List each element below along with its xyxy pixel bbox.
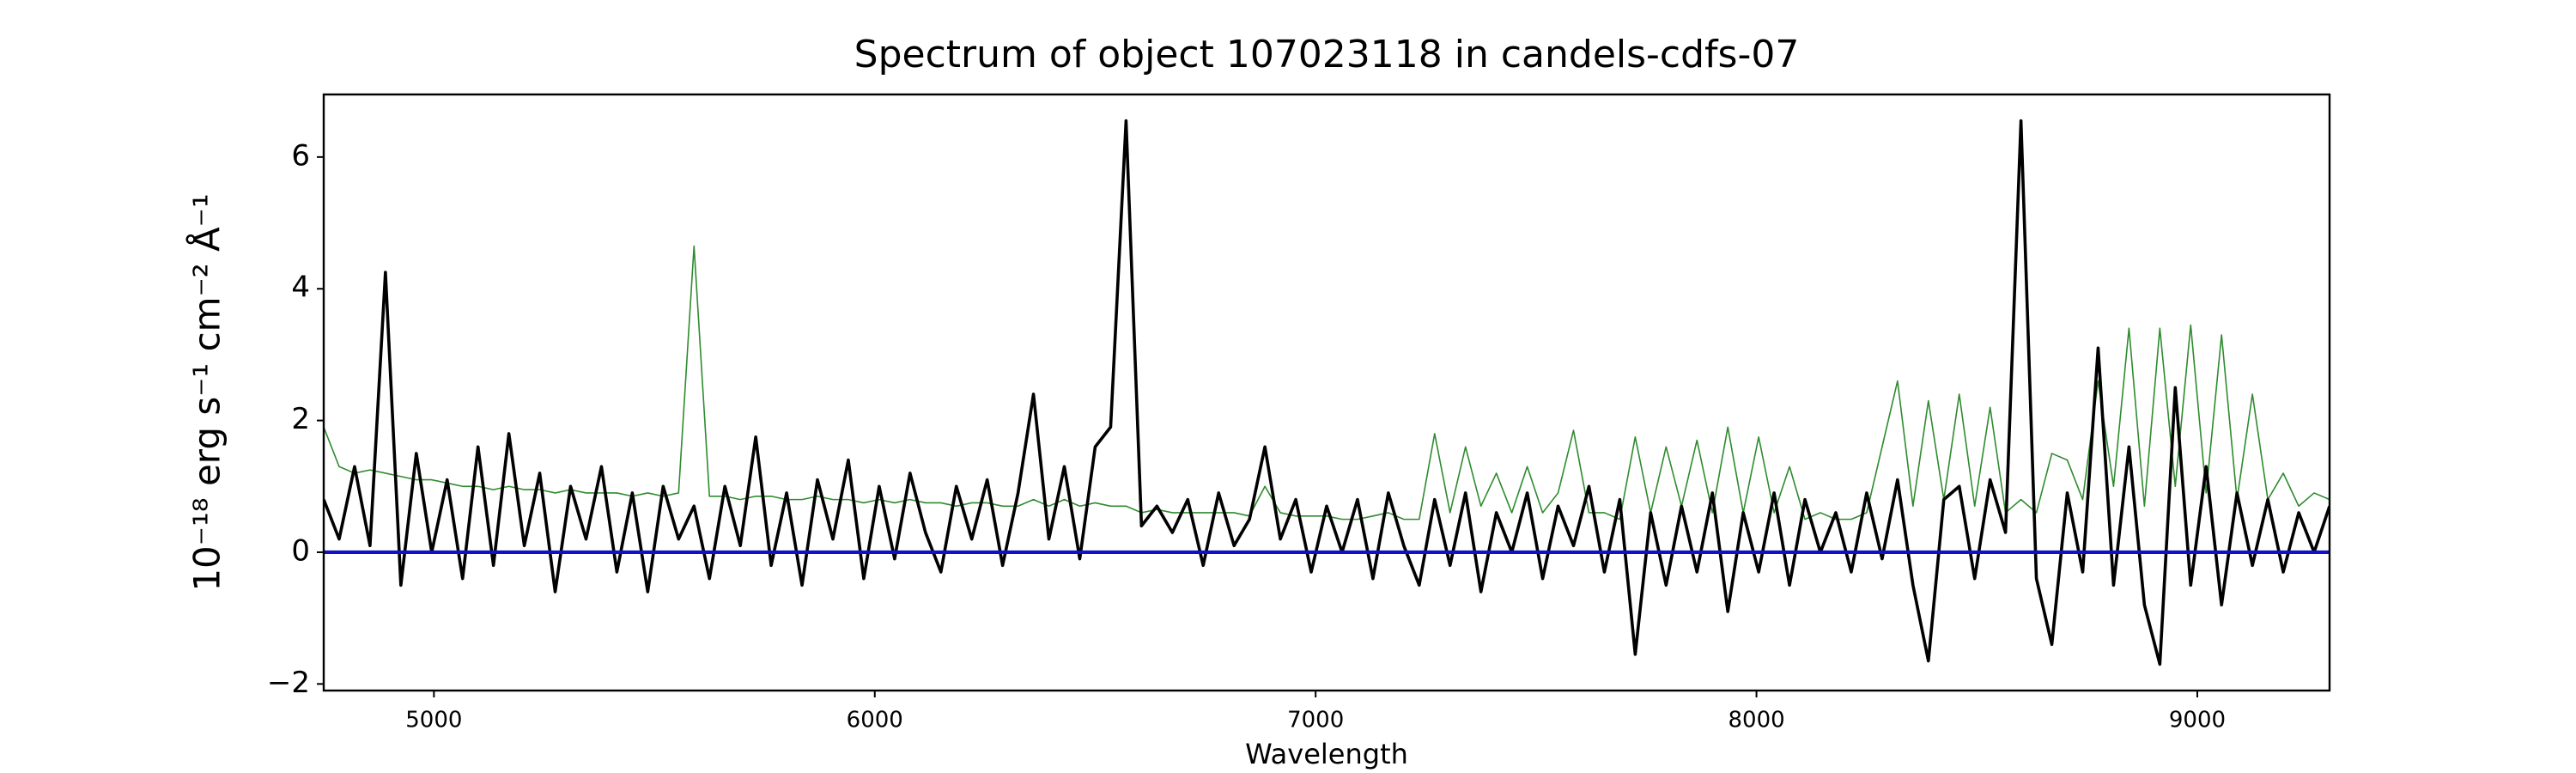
spectrum-line [324, 119, 2330, 666]
y-tick-label: 2 [291, 402, 310, 436]
axes-frame [322, 93, 2331, 692]
y-tick-label: −2 [267, 666, 310, 700]
x-tick-label: 7000 [1287, 708, 1344, 733]
x-axis-label: Wavelength [1245, 738, 1408, 770]
x-tick-label: 8000 [1728, 708, 1784, 733]
spectrum-line [324, 245, 2330, 520]
plot-area [324, 119, 2330, 666]
y-tick-label: 4 [291, 271, 310, 305]
y-tick-label: 0 [291, 533, 310, 568]
x-tick-label: 5000 [405, 708, 462, 733]
x-tick-label: 6000 [847, 708, 903, 733]
chart-title: Spectrum of object 107023118 in candels-… [854, 33, 1800, 76]
y-axis-label: 10⁻¹⁸ erg s⁻¹ cm⁻² Å⁻¹ [185, 193, 228, 591]
x-tick-label: 9000 [2169, 708, 2226, 733]
y-tick-label: 6 [291, 138, 310, 173]
